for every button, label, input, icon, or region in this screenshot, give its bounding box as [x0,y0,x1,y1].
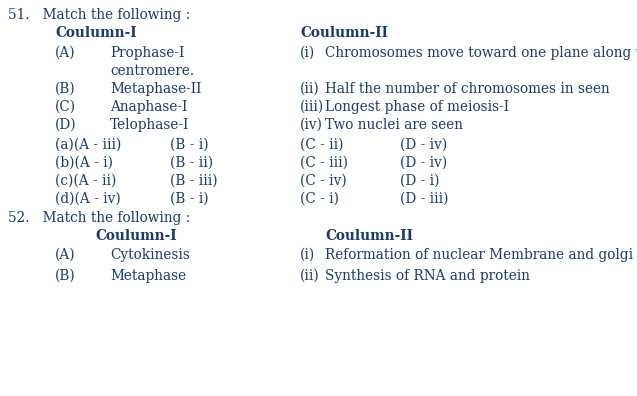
Text: (B - ii): (B - ii) [170,156,213,170]
Text: Longest phase of meiosis-I: Longest phase of meiosis-I [325,100,509,114]
Text: Half the number of chromosomes in seen: Half the number of chromosomes in seen [325,82,610,96]
Text: Coulumn-II: Coulumn-II [325,229,413,243]
Text: (C - iii): (C - iii) [300,156,348,170]
Text: 52.   Match the following :: 52. Match the following : [8,211,190,225]
Text: Chromosomes move toward one plane along with: Chromosomes move toward one plane along … [325,46,637,60]
Text: (D - iv): (D - iv) [400,138,447,152]
Text: Coulumn-I: Coulumn-I [55,26,136,40]
Text: (ii): (ii) [300,82,320,96]
Text: Reformation of nuclear Membrane and golgi body: Reformation of nuclear Membrane and golg… [325,248,637,262]
Text: Metaphase: Metaphase [110,269,186,283]
Text: Prophase-I: Prophase-I [110,46,184,60]
Text: Metaphase-II: Metaphase-II [110,82,201,96]
Text: (a)(A - iii): (a)(A - iii) [55,138,122,152]
Text: Cytokinesis: Cytokinesis [110,248,190,262]
Text: 51.   Match the following :: 51. Match the following : [8,8,190,22]
Text: (iii): (iii) [300,100,324,114]
Text: (B - i): (B - i) [170,138,209,152]
Text: (B): (B) [55,269,76,283]
Text: (B - iii): (B - iii) [170,174,218,188]
Text: (i): (i) [300,46,315,60]
Text: (i): (i) [300,248,315,262]
Text: (A): (A) [55,248,76,262]
Text: (b)(A - i): (b)(A - i) [55,156,113,170]
Text: (d)(A - iv): (d)(A - iv) [55,192,121,206]
Text: Anaphase-I: Anaphase-I [110,100,187,114]
Text: (B - i): (B - i) [170,192,209,206]
Text: (C - i): (C - i) [300,192,339,206]
Text: Two nuclei are seen: Two nuclei are seen [325,118,463,132]
Text: (C): (C) [55,100,76,114]
Text: (D - iv): (D - iv) [400,156,447,170]
Text: (D - i): (D - i) [400,174,440,188]
Text: (c)(A - ii): (c)(A - ii) [55,174,117,188]
Text: (A): (A) [55,46,76,60]
Text: (B): (B) [55,82,76,96]
Text: (C - ii): (C - ii) [300,138,343,152]
Text: Telophase-I: Telophase-I [110,118,189,132]
Text: Synthesis of RNA and protein: Synthesis of RNA and protein [325,269,530,283]
Text: centromere.: centromere. [110,64,194,78]
Text: Coulumn-I: Coulumn-I [95,229,176,243]
Text: (D - iii): (D - iii) [400,192,448,206]
Text: (ii): (ii) [300,269,320,283]
Text: (D): (D) [55,118,76,132]
Text: (C - iv): (C - iv) [300,174,347,188]
Text: Coulumn-II: Coulumn-II [300,26,388,40]
Text: (iv): (iv) [300,118,323,132]
